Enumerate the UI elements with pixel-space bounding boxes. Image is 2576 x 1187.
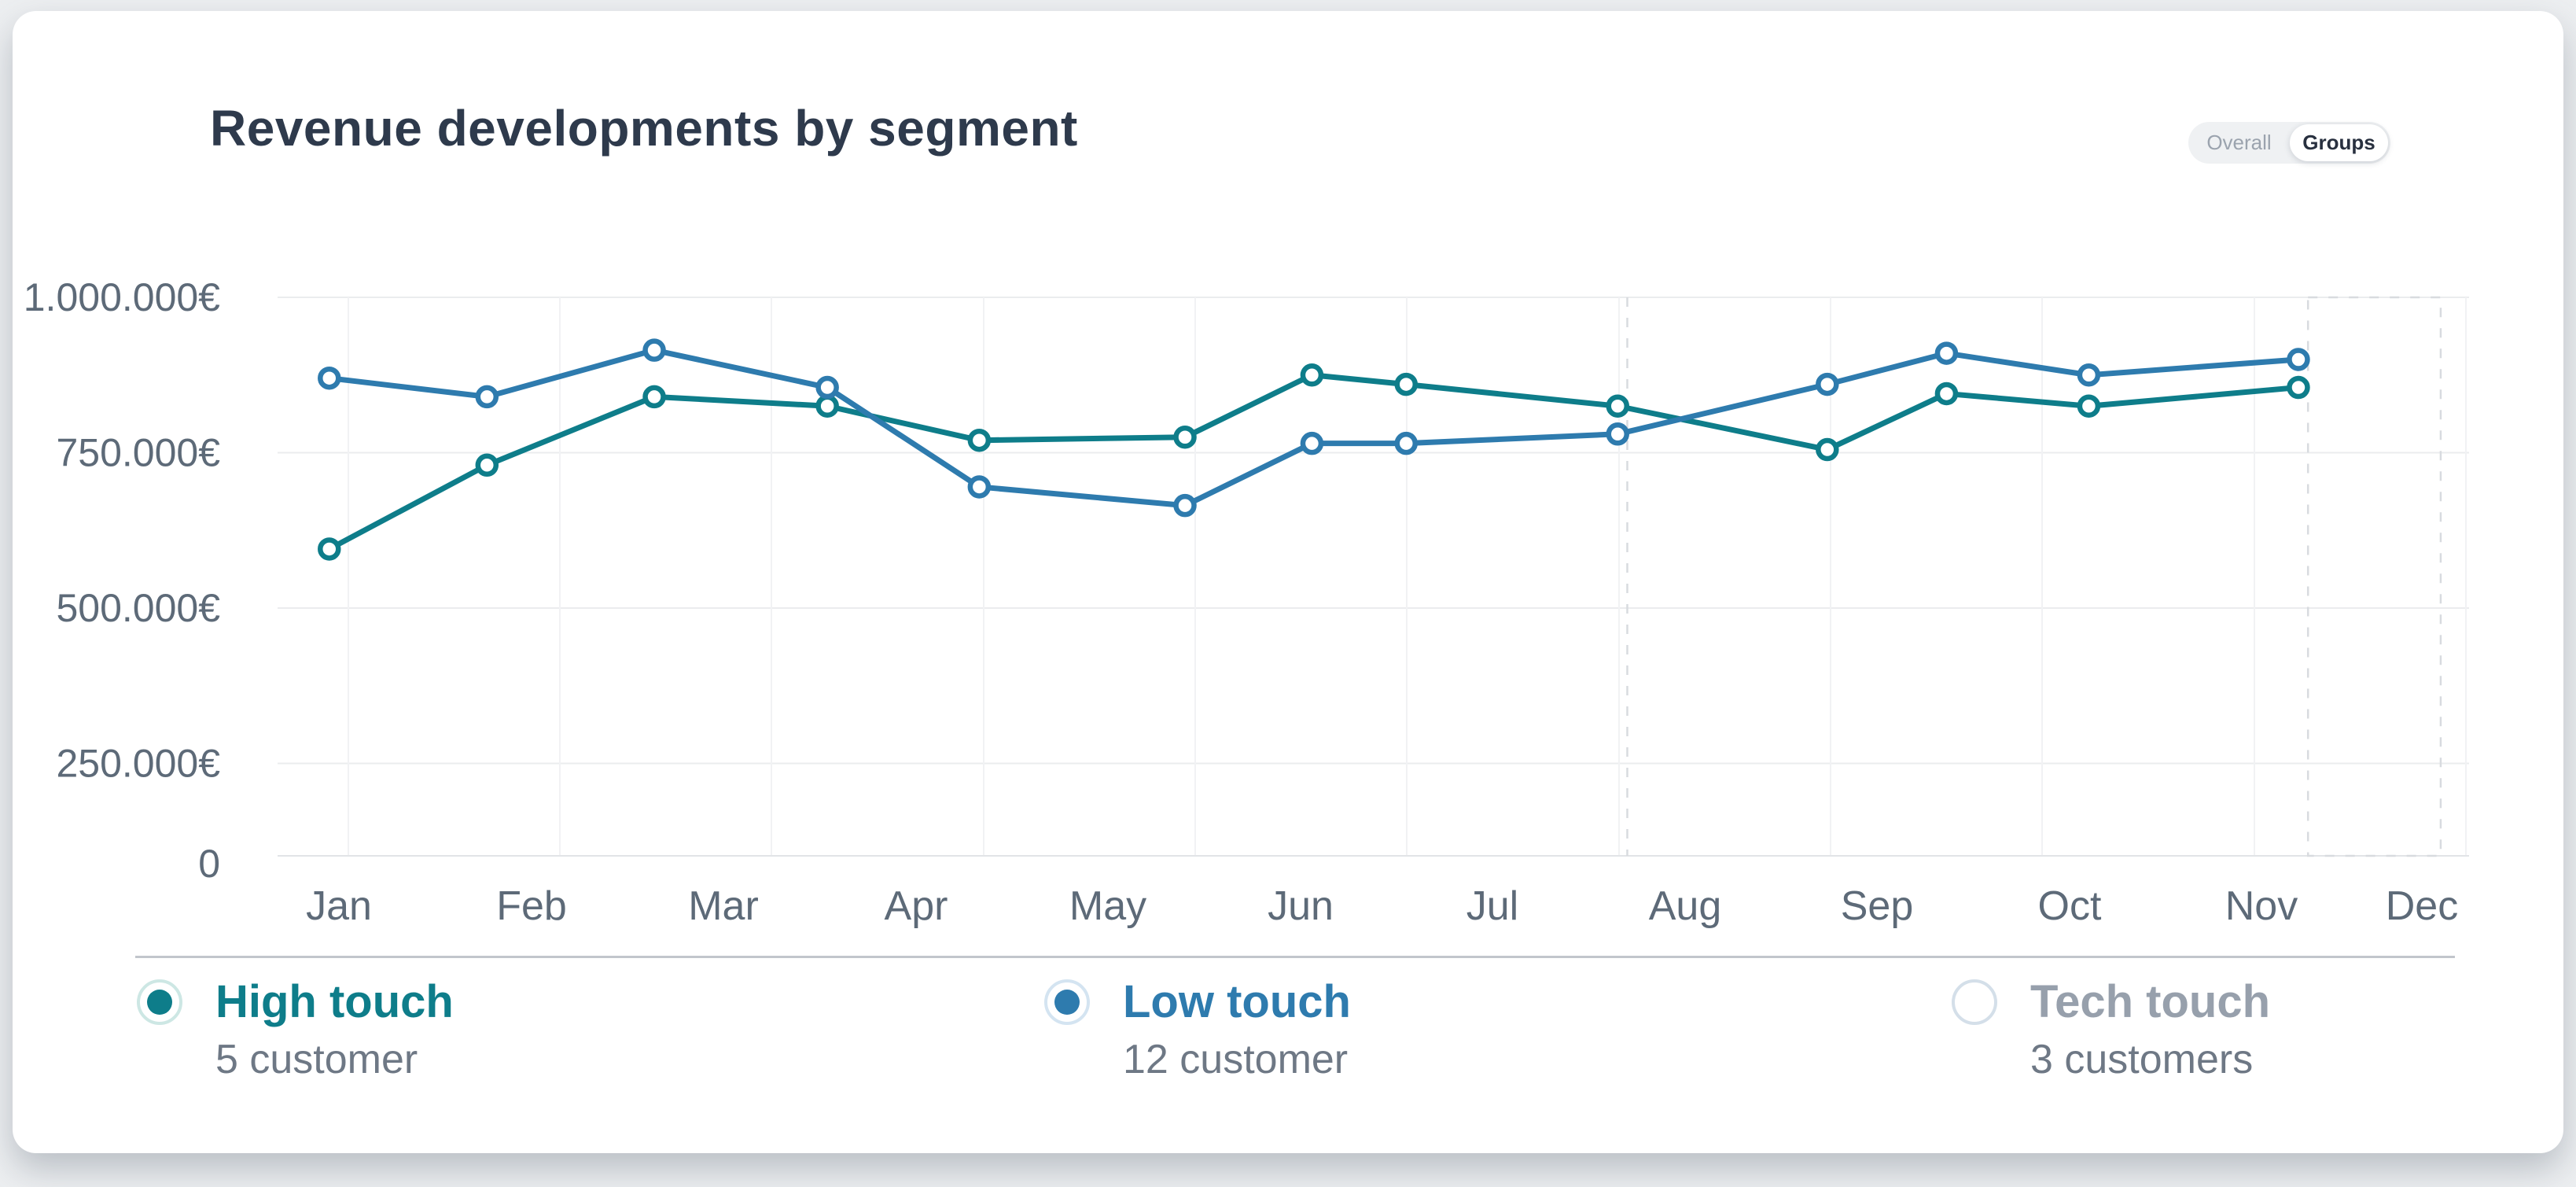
page-title: Revenue developments by segment <box>210 100 1078 157</box>
data-point[interactable] <box>815 375 839 400</box>
x-axis-label: Aug <box>1649 883 1722 929</box>
data-point[interactable] <box>1606 394 1630 418</box>
legend-item-low-touch[interactable]: Low touch 12 customer <box>1044 976 1351 1083</box>
data-point[interactable] <box>318 366 341 390</box>
data-point[interactable] <box>642 385 666 409</box>
revenue-card: Revenue developments by segment Overall … <box>13 11 2563 1153</box>
data-point[interactable] <box>1816 437 1839 462</box>
x-axis-label: Sep <box>1841 883 1914 929</box>
legend-label: High touch <box>215 976 454 1027</box>
data-point[interactable] <box>475 385 499 409</box>
x-axis-label: Apr <box>885 883 948 929</box>
data-point[interactable] <box>2077 394 2101 418</box>
y-axis-label: 750.000€ <box>56 431 220 475</box>
data-point[interactable] <box>2287 375 2310 400</box>
legend-item-tech-touch[interactable]: Tech touch 3 customers <box>1952 976 2271 1083</box>
legend-label: Tech touch <box>2030 976 2271 1027</box>
data-point[interactable] <box>1173 426 1197 449</box>
radio-filled-icon[interactable] <box>137 979 182 1026</box>
radio-filled-icon[interactable] <box>1044 979 1090 1026</box>
y-axis-label: 500.000€ <box>56 586 220 630</box>
data-point[interactable] <box>967 428 992 452</box>
y-axis-label: 250.000€ <box>56 742 220 786</box>
data-point[interactable] <box>1300 363 1324 387</box>
data-point[interactable] <box>1394 372 1419 396</box>
legend-item-high-touch[interactable]: High touch 5 customer <box>137 976 454 1083</box>
toggle-option-overall[interactable]: Overall <box>2206 131 2272 154</box>
dashed-forecast-box <box>2306 296 2442 857</box>
x-axis-label: Feb <box>496 883 567 929</box>
data-point[interactable] <box>475 453 499 477</box>
y-axis-label: 1.000.000€ <box>24 275 220 319</box>
series-high-touch <box>318 363 2310 561</box>
data-point[interactable] <box>318 537 341 561</box>
x-axis-label: Oct <box>2038 883 2102 929</box>
overall-groups-toggle[interactable]: Overall Groups <box>2188 122 2390 164</box>
x-axis-label: Jan <box>306 883 372 929</box>
legend-customer-count: 3 customers <box>2030 1036 2254 1082</box>
data-point[interactable] <box>967 475 992 499</box>
x-axis-label: Dec <box>2386 883 2458 929</box>
x-axis-label: Jul <box>1466 883 1518 929</box>
data-point[interactable] <box>2287 348 2310 371</box>
data-point[interactable] <box>1934 341 1959 365</box>
data-point[interactable] <box>2077 363 2101 387</box>
x-axis-label: May <box>1069 883 1146 929</box>
data-point[interactable] <box>1300 431 1324 455</box>
series-line <box>326 372 2302 552</box>
x-axis-label: Nov <box>2225 883 2298 929</box>
toggle-option-groups[interactable]: Groups <box>2290 124 2388 161</box>
data-point[interactable] <box>1173 493 1197 518</box>
data-point[interactable] <box>1606 422 1630 446</box>
revenue-line-chart: 1.000.000€ 750.000€ 500.000€ 250.000€ 0 Jan Fe… <box>24 275 2469 929</box>
data-point[interactable] <box>642 338 666 362</box>
x-axis-label: Jun <box>1268 883 1334 929</box>
series-low-touch <box>318 338 2310 518</box>
x-axis-label: Mar <box>688 883 759 929</box>
data-point[interactable] <box>1816 372 1839 396</box>
radio-empty-icon[interactable] <box>1952 979 1997 1026</box>
data-point[interactable] <box>1394 431 1419 455</box>
data-point[interactable] <box>1934 382 1959 406</box>
legend-customer-count: 12 customer <box>1123 1036 1349 1082</box>
legend-label: Low touch <box>1123 976 1351 1027</box>
data-point[interactable] <box>815 394 839 418</box>
legend-customer-count: 5 customer <box>215 1036 418 1082</box>
y-axis-label: 0 <box>198 842 220 886</box>
legend-divider <box>135 956 2455 958</box>
